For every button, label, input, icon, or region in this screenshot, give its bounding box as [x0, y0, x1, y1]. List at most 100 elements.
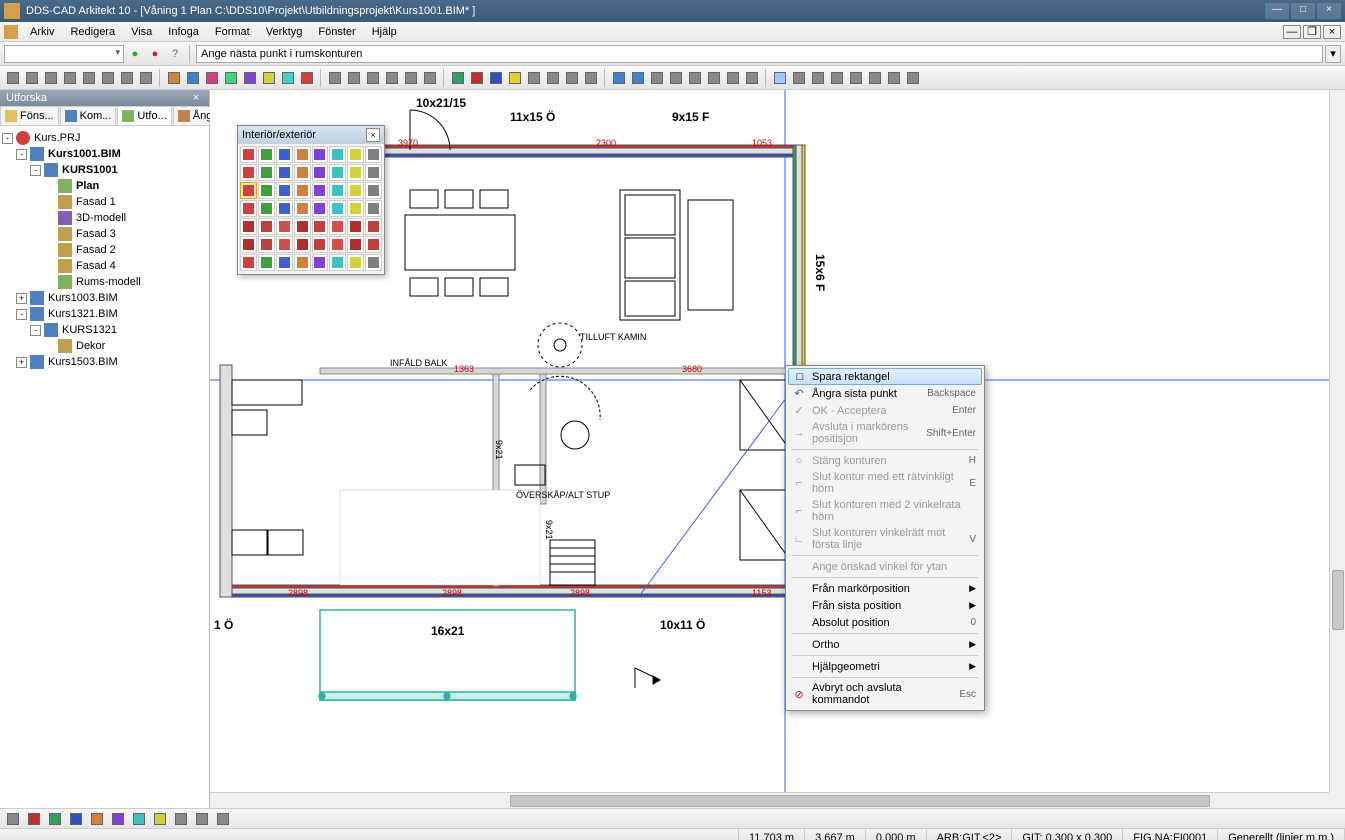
toolbar2-btn-1[interactable] [23, 69, 41, 87]
tree-node-5[interactable]: 3D-modell [2, 210, 207, 226]
toolbar2-btn-32[interactable] [582, 69, 600, 87]
toolbox-btn-30[interactable] [347, 200, 364, 217]
sidebar-tab-2[interactable]: Utfo... [117, 106, 171, 125]
toolbox-btn-10[interactable] [276, 164, 293, 181]
bottombar-btn-3[interactable] [67, 811, 85, 827]
toolbox-btn-46[interactable] [347, 236, 364, 253]
toolbar2-btn-2[interactable] [42, 69, 60, 87]
context-menu[interactable]: □Spara rektangel↶Ångra sista punktBacksp… [785, 365, 985, 711]
tree-toggle[interactable]: - [2, 133, 13, 144]
toolbox-btn-21[interactable] [329, 182, 346, 199]
tree-node-1[interactable]: -Kurs1001.BIM [2, 146, 207, 162]
ctx-item-14[interactable]: Absolut position0 [788, 614, 982, 631]
toolbar2-btn-39[interactable] [705, 69, 723, 87]
ctx-item-0[interactable]: □Spara rektangel [788, 368, 982, 385]
toolbox-btn-36[interactable] [312, 218, 329, 235]
hscroll-thumb[interactable] [510, 795, 1210, 807]
toolbox-btn-26[interactable] [276, 200, 293, 217]
toolbar2-btn-15[interactable] [279, 69, 297, 87]
tb-help-icon[interactable]: ? [166, 45, 184, 63]
prompt-dropdown[interactable]: ▾ [1325, 45, 1341, 63]
bottombar-btn-8[interactable] [172, 811, 190, 827]
menu-verktyg[interactable]: Verktyg [258, 24, 311, 40]
mdi-restore-button[interactable]: ❐ [1303, 25, 1321, 39]
tree-node-8[interactable]: Fasad 4 [2, 258, 207, 274]
ctx-item-13[interactable]: Från sista position▶ [788, 597, 982, 614]
toolbox-btn-14[interactable] [347, 164, 364, 181]
toolbox-btn-39[interactable] [365, 218, 382, 235]
tb-accept-icon[interactable]: ● [126, 45, 144, 63]
toolbar2-btn-30[interactable] [544, 69, 562, 87]
toolbar2-btn-27[interactable] [487, 69, 505, 87]
toolbox-btn-22[interactable] [347, 182, 364, 199]
toolbar2-btn-23[interactable] [421, 69, 439, 87]
toolbox-interior-exterior[interactable]: Interiör/exteriör × [237, 125, 385, 275]
tree-node-3[interactable]: Plan [2, 178, 207, 194]
toolbar2-btn-41[interactable] [743, 69, 761, 87]
toolbox-btn-32[interactable] [240, 218, 257, 235]
toolbar2-btn-20[interactable] [364, 69, 382, 87]
sidebar-tab-0[interactable]: Föns... [0, 106, 59, 125]
toolbar2-btn-25[interactable] [449, 69, 467, 87]
tree-node-6[interactable]: Fasad 3 [2, 226, 207, 242]
toolbar2-btn-38[interactable] [686, 69, 704, 87]
toolbox-close-icon[interactable]: × [366, 128, 380, 142]
tree-node-10[interactable]: +Kurs1003.BIM [2, 290, 207, 306]
tree-toggle[interactable]: + [16, 293, 27, 304]
tree-toggle[interactable]: - [30, 325, 41, 336]
toolbar2-btn-49[interactable] [885, 69, 903, 87]
toolbox-btn-18[interactable] [276, 182, 293, 199]
command-prompt[interactable]: Ange nästa punkt i rumskonturen [196, 45, 1323, 63]
tree-node-14[interactable]: +Kurs1503.BIM [2, 354, 207, 370]
toolbox-btn-40[interactable] [240, 236, 257, 253]
toolbar2-btn-12[interactable] [222, 69, 240, 87]
toolbar2-btn-4[interactable] [80, 69, 98, 87]
tree-node-7[interactable]: Fasad 2 [2, 242, 207, 258]
toolbox-btn-2[interactable] [276, 146, 293, 163]
toolbox-btn-5[interactable] [329, 146, 346, 163]
tree-node-4[interactable]: Fasad 1 [2, 194, 207, 210]
toolbar2-btn-44[interactable] [790, 69, 808, 87]
toolbox-btn-6[interactable] [347, 146, 364, 163]
ctx-item-16[interactable]: Ortho▶ [788, 636, 982, 653]
toolbox-btn-19[interactable] [294, 182, 311, 199]
bottombar-btn-4[interactable] [88, 811, 106, 827]
bottombar-btn-6[interactable] [130, 811, 148, 827]
bottombar-btn-1[interactable] [25, 811, 43, 827]
toolbox-btn-27[interactable] [294, 200, 311, 217]
menu-visa[interactable]: Visa [123, 24, 160, 40]
tree-node-9[interactable]: Rums-modell [2, 274, 207, 290]
toolbar2-btn-9[interactable] [165, 69, 183, 87]
bottombar-btn-0[interactable] [4, 811, 22, 827]
tree-toggle[interactable]: + [16, 357, 27, 368]
toolbar2-btn-16[interactable] [298, 69, 316, 87]
toolbar2-btn-5[interactable] [99, 69, 117, 87]
toolbar2-btn-31[interactable] [563, 69, 581, 87]
toolbar2-btn-36[interactable] [648, 69, 666, 87]
toolbox-btn-38[interactable] [347, 218, 364, 235]
toolbox-btn-34[interactable] [276, 218, 293, 235]
mdi-close-button[interactable]: × [1323, 25, 1341, 39]
window-max-button[interactable]: □ [1291, 3, 1315, 19]
toolbox-btn-33[interactable] [258, 218, 275, 235]
sidebar-tab-1[interactable]: Kom... [60, 106, 117, 125]
toolbox-btn-13[interactable] [329, 164, 346, 181]
toolbox-btn-43[interactable] [294, 236, 311, 253]
toolbox-btn-0[interactable] [240, 146, 257, 163]
toolbox-btn-48[interactable] [240, 254, 257, 271]
menu-hjälp[interactable]: Hjälp [364, 24, 405, 40]
toolbar2-btn-48[interactable] [866, 69, 884, 87]
toolbar2-btn-45[interactable] [809, 69, 827, 87]
tree-node-11[interactable]: -Kurs1321.BIM [2, 306, 207, 322]
toolbox-btn-29[interactable] [329, 200, 346, 217]
toolbox-btn-8[interactable] [240, 164, 257, 181]
toolbox-btn-15[interactable] [365, 164, 382, 181]
toolbar2-btn-7[interactable] [137, 69, 155, 87]
toolbar2-btn-14[interactable] [260, 69, 278, 87]
toolbar2-btn-6[interactable] [118, 69, 136, 87]
toolbar2-btn-46[interactable] [828, 69, 846, 87]
toolbox-btn-24[interactable] [240, 200, 257, 217]
menu-fönster[interactable]: Fönster [310, 24, 363, 40]
layer-combo[interactable] [4, 45, 124, 63]
ctx-item-1[interactable]: ↶Ångra sista punktBackspace [788, 385, 982, 402]
